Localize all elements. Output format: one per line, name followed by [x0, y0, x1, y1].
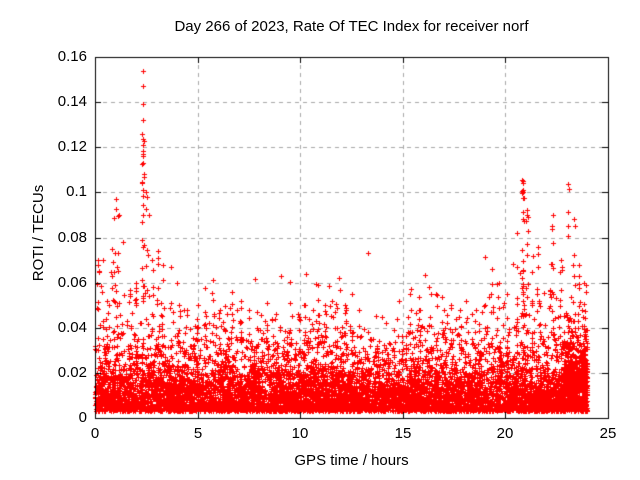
x-tick-label: 5 [193, 425, 203, 442]
x-tick-label: 20 [496, 425, 514, 442]
y-tick-label: 0.1 [66, 183, 87, 200]
chart-title: Day 266 of 2023, Rate Of TEC Index for r… [174, 18, 529, 35]
x-axis-label: GPS time / hours [294, 452, 409, 469]
x-tick-label: 25 [599, 425, 617, 442]
x-tick-label: 15 [394, 425, 412, 442]
y-tick-label: 0.02 [57, 364, 87, 381]
x-tick-label: 0 [90, 425, 100, 442]
y-tick-label: 0 [78, 409, 87, 426]
x-tick-label: 10 [291, 425, 309, 442]
y-tick-label: 0.04 [57, 319, 87, 336]
y-tick-label: 0.12 [57, 138, 87, 155]
y-tick-label: 0.06 [57, 274, 87, 291]
y-tick-label: 0.14 [57, 93, 87, 110]
y-tick-label: 0.08 [57, 229, 87, 246]
y-tick-label: 0.16 [57, 48, 87, 65]
